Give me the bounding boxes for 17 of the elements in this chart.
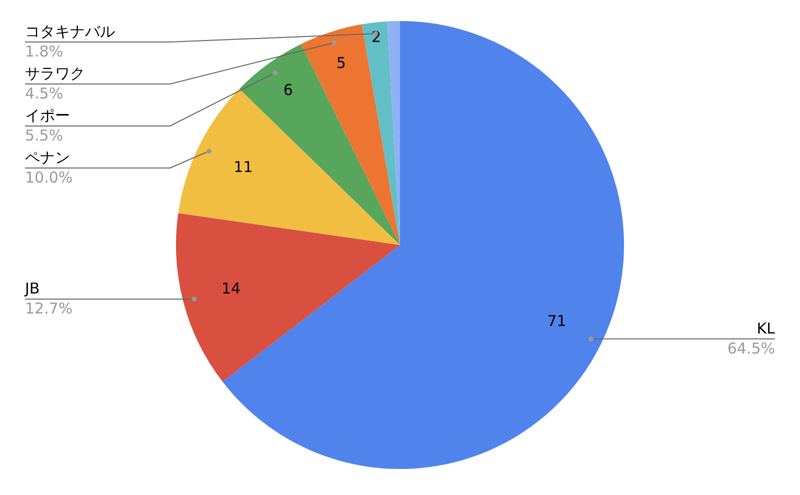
slice-label: コタキナバル [25,22,115,40]
slice-label: ペナン [25,148,70,166]
data-label: 14 [221,279,241,298]
text: 10.0% [25,168,73,186]
text: 4.5% [25,84,64,102]
data-label: 11 [234,158,253,176]
data-label: 6 [283,80,293,99]
data-label: 5 [336,54,346,72]
data-label: 71 [547,312,566,330]
text: 1.8% [25,42,64,60]
slice-label: イポー [25,106,70,124]
text: 5.5% [25,126,64,144]
slice-label: KL [756,319,776,338]
slice-label: サラワク [25,64,85,82]
text: 64.5% [727,339,775,358]
text: 12.7% [25,299,73,318]
slice-label: JB [24,279,40,298]
